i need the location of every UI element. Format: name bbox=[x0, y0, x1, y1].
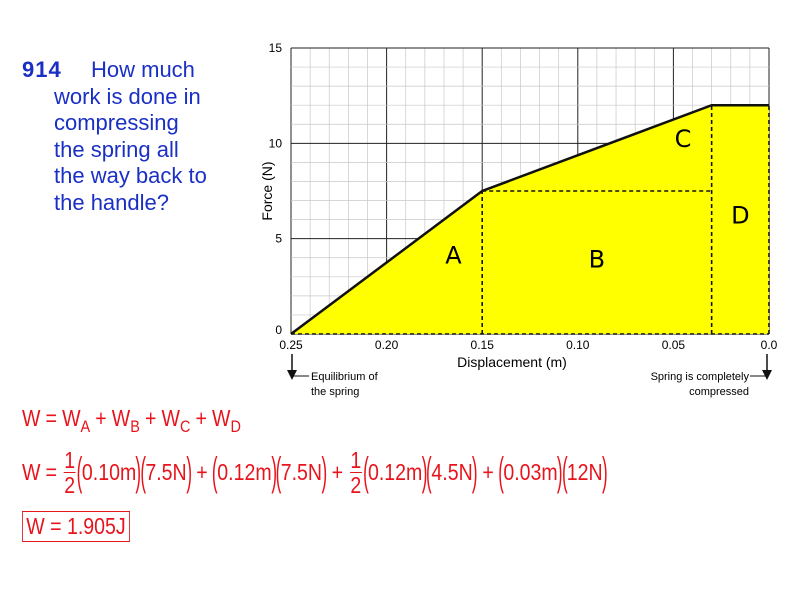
region-label-d: D bbox=[731, 201, 749, 229]
question: 914 How much work is done in compressing th… bbox=[22, 57, 207, 216]
numerator: 1 bbox=[350, 447, 362, 473]
y-axis-label: Force (N) bbox=[259, 161, 275, 220]
question-text: How much work is done in compressing the sp… bbox=[54, 57, 207, 216]
x-tick-label: 0.15 bbox=[471, 338, 495, 352]
x-axis-label: Displacement (m) bbox=[457, 354, 567, 370]
answer-box: W = 1.905J bbox=[22, 511, 130, 542]
paren-open: ( bbox=[362, 450, 369, 494]
eq-plus: + bbox=[95, 405, 107, 431]
question-line: the spring all bbox=[54, 136, 179, 162]
paren-open: ( bbox=[76, 450, 83, 494]
work-subscript: D bbox=[230, 417, 241, 436]
paren-open: ( bbox=[561, 450, 568, 494]
fraction-bar bbox=[63, 472, 76, 473]
eq-lhs: W bbox=[22, 405, 41, 431]
y-tick-label: 0 bbox=[275, 323, 282, 337]
work-area bbox=[291, 105, 769, 334]
factor-value: 0.12m bbox=[367, 459, 423, 485]
eq-plus: + bbox=[145, 405, 157, 431]
factor-value: 7.5N bbox=[145, 459, 187, 485]
equation-substitution: W = 1 2(0.10m)(7.5N) +(0.12m)(7.5N) +1 2(0.12m… bbox=[22, 447, 608, 498]
paren-open: ( bbox=[498, 450, 504, 494]
annotation-compressed: Spring is completely bbox=[651, 371, 750, 383]
paren-open: ( bbox=[212, 450, 218, 494]
denominator: 2 bbox=[350, 472, 362, 498]
fraction-bar bbox=[349, 472, 362, 473]
work-subscript: A bbox=[80, 417, 91, 436]
equation-sum: W = WA + WB + WC + WD bbox=[22, 405, 241, 437]
eq-plus: + bbox=[482, 459, 494, 485]
equilibrium-arrow-icon bbox=[287, 370, 297, 380]
x-tick-label: 0.10 bbox=[566, 338, 590, 352]
annotation-equilibrium: Equilibrium of bbox=[311, 371, 379, 383]
question-line: the way back to bbox=[54, 163, 207, 188]
paren-close: ) bbox=[602, 450, 608, 494]
factor-value: 4.5N bbox=[431, 459, 473, 485]
question-line: compressing bbox=[54, 110, 179, 135]
y-tick-label: 5 bbox=[275, 232, 282, 246]
factor-value: 0.03m bbox=[503, 459, 558, 485]
paren-close: ) bbox=[271, 450, 277, 494]
paren-close: ) bbox=[421, 450, 428, 494]
question-line: the handle? bbox=[54, 189, 169, 215]
paren-close: ) bbox=[186, 450, 192, 494]
paren-close: ) bbox=[135, 450, 142, 494]
question-line: How much bbox=[91, 57, 195, 82]
work-subscript: B bbox=[130, 417, 140, 436]
y-tick-label: 15 bbox=[269, 41, 283, 55]
region-label-a: A bbox=[445, 241, 462, 269]
work-term: W bbox=[161, 405, 180, 431]
region-label-c: C bbox=[675, 125, 692, 153]
numerator: 1 bbox=[64, 447, 76, 473]
eq-plus: + bbox=[331, 459, 344, 485]
question-line: work is done in bbox=[54, 83, 201, 109]
work-term: W bbox=[212, 405, 231, 431]
region-label-b: B bbox=[589, 245, 605, 273]
y-tick-label: 10 bbox=[269, 136, 283, 150]
eq-equals: = bbox=[45, 405, 57, 431]
compressed-arrow-icon bbox=[762, 370, 772, 380]
factor-value: 0.12m bbox=[217, 459, 272, 485]
work-term: W bbox=[111, 405, 131, 431]
paren-close: ) bbox=[472, 450, 478, 494]
paren-close: ) bbox=[557, 450, 563, 494]
work-subscript: C bbox=[179, 417, 191, 436]
eq-plus: + bbox=[196, 459, 208, 485]
paren-open: ( bbox=[275, 450, 282, 494]
paren-open: ( bbox=[140, 450, 146, 494]
denominator: 2 bbox=[64, 472, 76, 498]
eq-equals: = bbox=[45, 459, 57, 485]
factor-value: 0.10m bbox=[81, 459, 137, 485]
paren-close: ) bbox=[321, 450, 328, 494]
eq-lhs: W bbox=[22, 459, 41, 485]
x-tick-label: 0.05 bbox=[662, 338, 686, 352]
x-tick-label: 0.25 bbox=[279, 338, 303, 352]
annotation-compressed: compressed bbox=[689, 386, 749, 398]
question-number: 914 bbox=[22, 57, 62, 82]
factor-value: 7.5N bbox=[280, 459, 323, 485]
x-tick-label: 0.20 bbox=[375, 338, 399, 352]
paren-open: ( bbox=[426, 450, 432, 494]
work-term: W bbox=[62, 405, 81, 431]
annotation-equilibrium: the spring bbox=[311, 386, 359, 398]
eq-plus: + bbox=[195, 405, 207, 431]
factor-value: 12N bbox=[566, 459, 603, 485]
x-tick-label: 0.0 bbox=[761, 338, 778, 352]
force-displacement-chart: A B C D 0.25 0.20 0.15 0.10 0.05 0.0 0 5 10 15 Displac… bbox=[259, 41, 778, 398]
